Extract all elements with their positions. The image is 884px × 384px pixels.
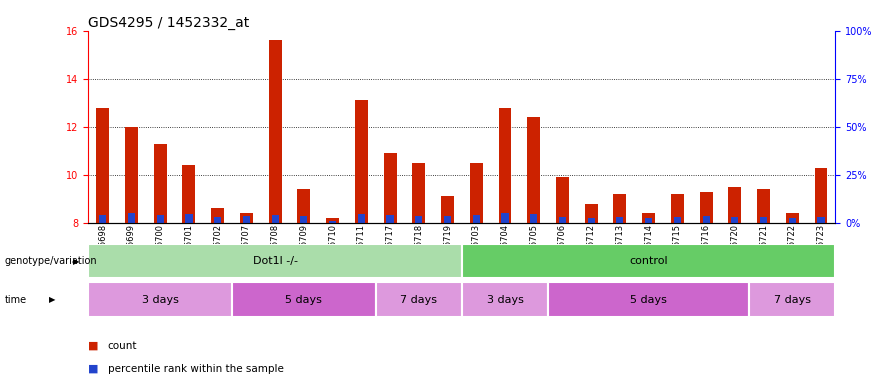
Bar [789,218,796,223]
Bar [386,215,393,223]
Bar [584,204,598,223]
Bar [88,244,462,278]
Bar [354,100,368,223]
Bar [731,217,738,223]
Bar [384,153,397,223]
Bar [703,216,710,223]
Text: ▶: ▶ [73,257,80,266]
Bar [530,214,537,223]
Bar [128,214,135,223]
Bar [99,215,106,223]
Bar [473,215,480,223]
Text: 5 days: 5 days [286,295,323,305]
Bar [671,194,684,223]
Bar [88,282,232,317]
Bar [412,163,425,223]
Bar [548,282,750,317]
Bar [358,214,365,223]
Text: 5 days: 5 days [630,295,667,305]
Bar [444,216,451,223]
Bar [814,167,827,223]
Bar [186,214,193,223]
Bar [699,192,713,223]
Bar [96,108,110,223]
Text: GDS4295 / 1452332_at: GDS4295 / 1452332_at [88,16,249,30]
Bar [728,187,742,223]
Bar [499,108,512,223]
Bar [214,217,221,223]
Bar [556,177,569,223]
Bar [326,218,339,223]
Bar [674,217,681,223]
Text: percentile rank within the sample: percentile rank within the sample [108,364,284,374]
Bar [588,218,595,223]
Bar [297,189,310,223]
Bar [271,215,278,223]
Bar [645,218,652,223]
Bar [642,213,655,223]
Bar [757,189,770,223]
Bar [125,127,138,223]
Bar [613,194,627,223]
Bar [441,196,454,223]
Text: Dot1l -/-: Dot1l -/- [253,256,298,266]
Bar [182,165,195,223]
Bar [301,216,308,223]
Text: 7 days: 7 days [774,295,811,305]
Text: time: time [4,295,27,305]
Bar [211,209,225,223]
Bar [469,163,483,223]
Bar [616,217,623,223]
Bar [415,216,423,223]
Text: ■: ■ [88,341,99,351]
Text: 3 days: 3 days [141,295,179,305]
Bar [329,222,336,223]
Text: control: control [629,256,668,266]
Bar [786,213,799,223]
Bar [243,216,250,223]
Text: 3 days: 3 days [486,295,523,305]
Bar [240,213,253,223]
Bar [462,244,835,278]
Bar [818,217,825,223]
Text: genotype/variation: genotype/variation [4,256,97,266]
Bar [760,217,767,223]
Text: ▶: ▶ [49,295,55,304]
Bar [156,215,164,223]
Bar [232,282,376,317]
Bar [376,282,462,317]
Text: ■: ■ [88,364,99,374]
Bar [269,40,282,223]
Text: 7 days: 7 days [400,295,438,305]
Bar [750,282,835,317]
Bar [527,117,540,223]
Bar [462,282,548,317]
Bar [501,214,508,223]
Bar [154,144,167,223]
Bar [559,217,566,223]
Text: count: count [108,341,137,351]
